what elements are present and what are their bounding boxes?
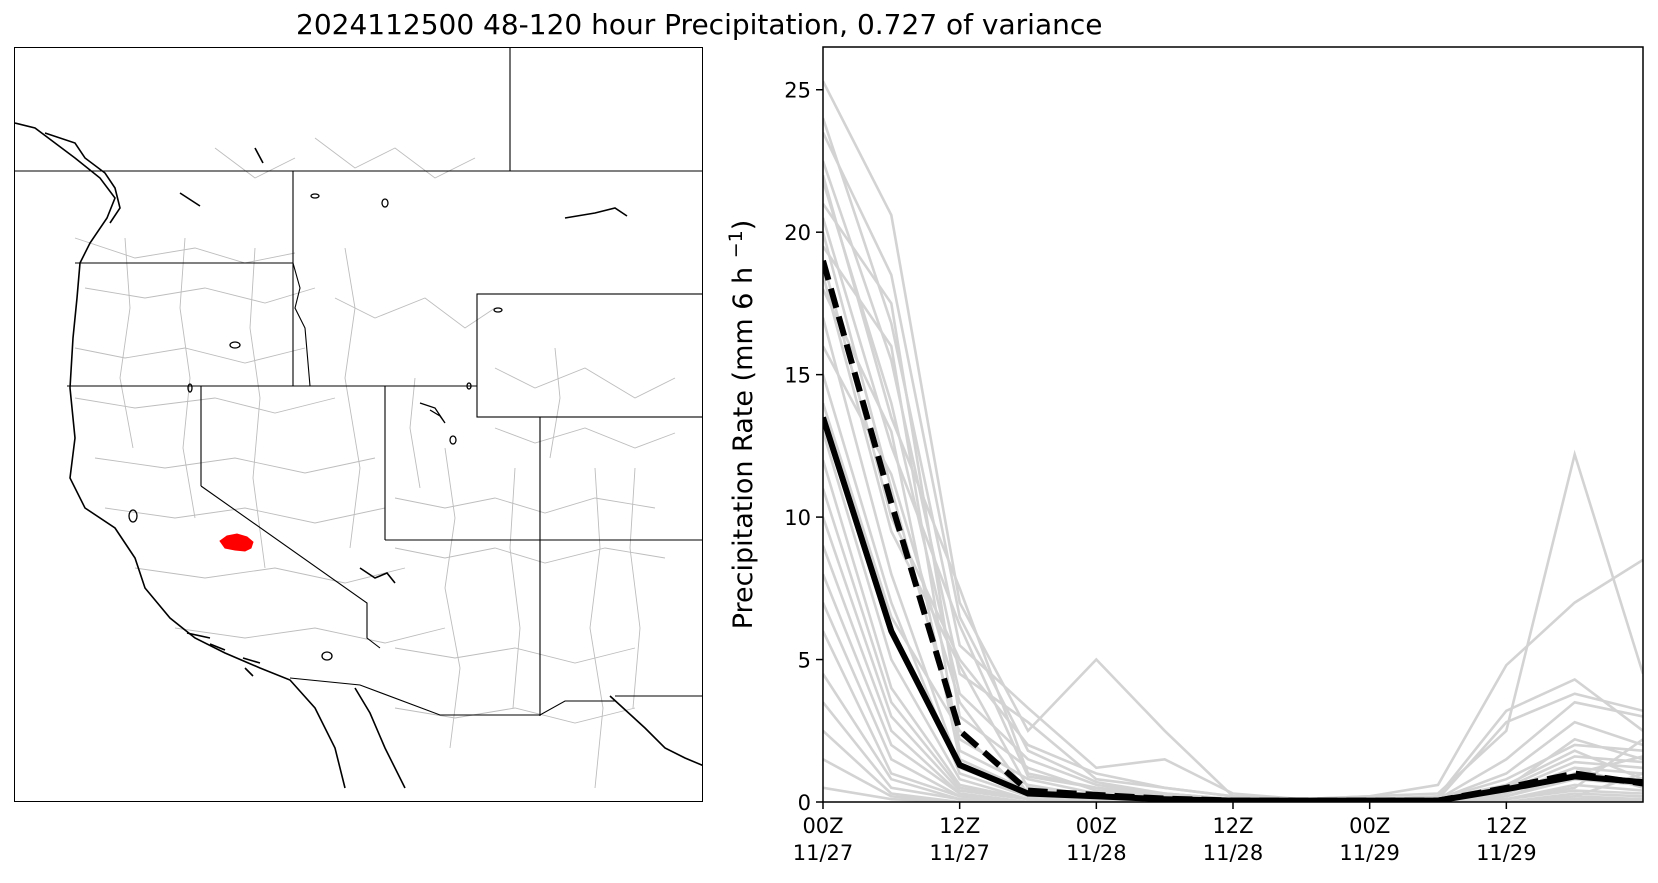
ensemble-member-line	[823, 431, 1643, 802]
x-tick-label-time: 00Z	[1076, 814, 1117, 838]
ensemble-member-line	[823, 488, 1643, 802]
y-axis-label-superscript: −1	[725, 230, 747, 258]
x-tick-label-date: 11/27	[929, 841, 990, 865]
ensemble-member-line	[823, 317, 1643, 802]
ensemble-member-line	[823, 459, 1643, 802]
x-tick-label-date: 11/29	[1476, 841, 1537, 865]
y-tick-label: 25	[784, 79, 811, 103]
x-tick-label-date: 11/27	[793, 841, 854, 865]
ensemble-member-line	[823, 274, 1643, 802]
ensemble-member-line	[823, 630, 1643, 802]
y-axis-label: Precipitation Rate (mm 6 h −1)	[725, 220, 759, 630]
ensemble-member-line	[823, 131, 1643, 802]
ensemble-member-line	[823, 701, 1643, 802]
x-tick-label-time: 12Z	[939, 814, 980, 838]
x-tick-label-time: 00Z	[1349, 814, 1390, 838]
figure-title-text: 2024112500 48-120 hour Precipitation, 0.…	[296, 8, 1103, 41]
highlighted-basin	[219, 533, 254, 552]
series-line-dashed	[823, 259, 1643, 802]
y-axis-label-main: Precipitation Rate (mm 6 h	[728, 258, 759, 629]
y-tick-label: 5	[798, 649, 811, 673]
x-tick-label-time: 12Z	[1212, 814, 1253, 838]
y-tick-label: 0	[798, 791, 811, 815]
y-axis-label-suffix: )	[728, 220, 759, 231]
ensemble-member-line	[823, 117, 1643, 801]
x-tick-label-date: 11/28	[1066, 841, 1127, 865]
y-tick-label: 15	[784, 364, 811, 388]
y-tick-label: 20	[784, 221, 811, 245]
western-us-map	[15, 48, 702, 789]
ensemble-member-line	[823, 160, 1643, 801]
basin-boundaries	[74, 137, 676, 789]
x-tick-label-time: 00Z	[802, 814, 843, 838]
ensemble-member-line	[823, 345, 1643, 802]
ensemble-member-line	[823, 573, 1643, 802]
ensemble-member-line	[823, 217, 1643, 802]
x-tick-label-date: 11/29	[1339, 841, 1400, 865]
y-tick-label: 10	[784, 506, 811, 530]
state-borders	[15, 48, 702, 716]
coastline	[15, 122, 702, 789]
ensemble-member-line	[823, 516, 1643, 802]
map-panel	[14, 47, 703, 802]
lakes	[128, 193, 503, 661]
x-tick-label-time: 12Z	[1486, 814, 1527, 838]
x-tick-label-date: 11/28	[1203, 841, 1264, 865]
ensemble-member-line	[823, 202, 1643, 802]
